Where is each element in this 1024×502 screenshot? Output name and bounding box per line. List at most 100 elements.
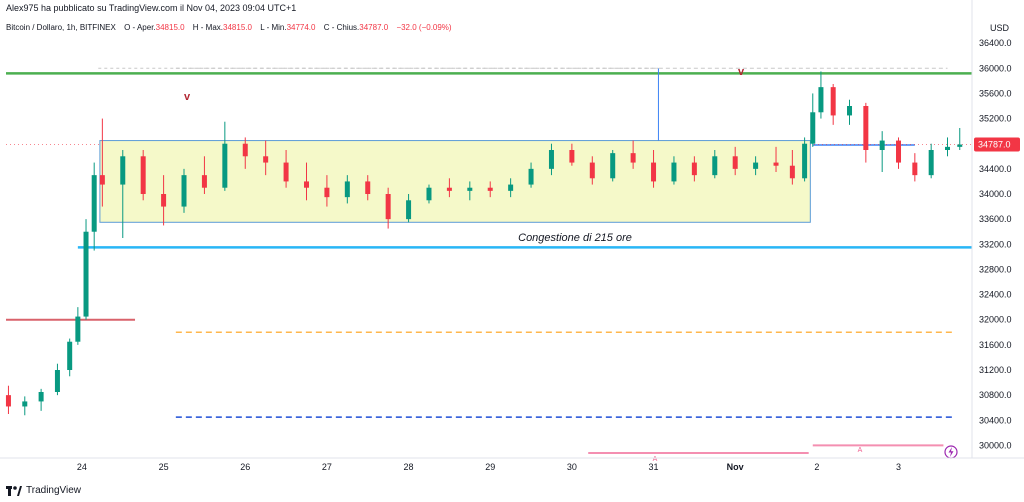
candle-body[interactable] xyxy=(161,194,167,207)
candle-body[interactable] xyxy=(610,153,616,179)
candle-body[interactable] xyxy=(426,187,432,201)
candle-body[interactable] xyxy=(957,144,963,147)
legend-open-value: 34815.0 xyxy=(155,23,185,32)
ohlc-legend: Bitcoin / Dollaro, 1h, BITFINEX O - Aper… xyxy=(6,23,452,32)
legend-symbol[interactable]: Bitcoin / Dollaro, 1h, BITFINEX xyxy=(6,23,116,32)
publisher-header: Alex975 ha pubblicato su TradingView.com… xyxy=(6,3,297,13)
candle-body[interactable] xyxy=(810,112,816,144)
candle-body[interactable] xyxy=(324,187,330,198)
candle-body[interactable] xyxy=(120,156,126,185)
price-tick-label: 35200.0 xyxy=(979,114,1012,124)
price-tick-label: 34400.0 xyxy=(979,164,1012,174)
candle-body[interactable] xyxy=(896,140,902,163)
candle-body[interactable] xyxy=(847,106,853,116)
price-tick-label: 33600.0 xyxy=(979,214,1012,224)
price-tick-label: 32000.0 xyxy=(979,315,1012,325)
legend-low-label: L - Min. xyxy=(260,23,287,32)
price-tick-label: 33200.0 xyxy=(979,239,1012,249)
pivot-high-marker: v xyxy=(184,91,191,103)
candle-body[interactable] xyxy=(54,370,60,392)
price-tick-label: 30400.0 xyxy=(979,415,1012,425)
candle-body[interactable] xyxy=(467,187,473,191)
time-tick-label: 2 xyxy=(814,462,819,472)
candle-body[interactable] xyxy=(789,165,795,179)
footer-brand: TradingView xyxy=(26,485,82,496)
candle-body[interactable] xyxy=(5,395,11,407)
legend-close-label: C - Chius. xyxy=(323,23,360,32)
price-tick-label: 31600.0 xyxy=(979,340,1012,350)
candle-body[interactable] xyxy=(879,140,885,150)
candle-body[interactable] xyxy=(569,150,575,163)
candle-body[interactable] xyxy=(365,181,371,194)
candle-body[interactable] xyxy=(630,153,636,163)
candle-body[interactable] xyxy=(67,341,73,370)
candle-body[interactable] xyxy=(487,187,493,191)
candle-body[interactable] xyxy=(201,175,207,188)
candle-body[interactable] xyxy=(385,194,391,220)
candle-body[interactable] xyxy=(508,184,514,191)
candle-body[interactable] xyxy=(945,146,951,150)
candle-body[interactable] xyxy=(38,392,44,402)
tradingview-logo-icon xyxy=(6,485,22,496)
candle-body[interactable] xyxy=(222,143,228,188)
time-tick-label: Nov xyxy=(727,462,744,472)
price-tick-label: 32800.0 xyxy=(979,264,1012,274)
candle-body[interactable] xyxy=(344,181,350,198)
candle-body[interactable] xyxy=(671,162,677,182)
flash-icon-bolt xyxy=(948,447,954,457)
candle-body[interactable] xyxy=(75,316,81,342)
candle-body[interactable] xyxy=(91,175,97,232)
candle-body[interactable] xyxy=(928,150,934,176)
candle-body[interactable] xyxy=(446,187,452,191)
candle-body[interactable] xyxy=(732,156,738,169)
candle-body[interactable] xyxy=(406,200,412,220)
candle-body[interactable] xyxy=(712,156,718,176)
current-price-tag xyxy=(974,137,1020,152)
time-tick-label: 26 xyxy=(240,462,250,472)
candle-body[interactable] xyxy=(912,162,918,176)
candle-body[interactable] xyxy=(242,143,248,157)
candle-body[interactable] xyxy=(818,87,824,113)
time-tick-label: 3 xyxy=(896,462,901,472)
candle-body[interactable] xyxy=(651,162,657,182)
legend-change-value: −32.0 (−0.09%) xyxy=(396,23,452,32)
price-tick-label: 34000.0 xyxy=(979,189,1012,199)
candle-body[interactable] xyxy=(773,162,779,166)
candle-body[interactable] xyxy=(283,162,289,182)
candle-body[interactable] xyxy=(140,156,146,194)
candle-body[interactable] xyxy=(691,162,697,176)
time-tick-label: 31 xyxy=(649,462,659,472)
candle-body[interactable] xyxy=(303,181,309,188)
pivot-high-marker: v xyxy=(738,66,745,78)
legend-close-value: 34787.0 xyxy=(359,23,389,32)
congestion-range-box[interactable] xyxy=(99,140,811,223)
legend-high-value: 34815.0 xyxy=(223,23,252,32)
time-tick-label: 27 xyxy=(322,462,332,472)
candle-body[interactable] xyxy=(548,150,554,169)
candle-body[interactable] xyxy=(802,143,808,179)
price-tick-label: 36400.0 xyxy=(979,38,1012,48)
price-axis-unit: USD xyxy=(990,23,1010,33)
candle-body[interactable] xyxy=(863,106,869,150)
price-tick-label: 35600.0 xyxy=(979,88,1012,98)
price-tick-label: 31200.0 xyxy=(979,365,1012,375)
candle-body[interactable] xyxy=(589,162,595,179)
alert-marker: A xyxy=(653,456,658,463)
price-tick-label: 30000.0 xyxy=(979,440,1012,450)
price-tick-label: 32400.0 xyxy=(979,290,1012,300)
legend-low-value: 34774.0 xyxy=(286,23,316,32)
current-price-label: 34787.0 xyxy=(978,140,1011,150)
candle-body[interactable] xyxy=(83,231,89,317)
candle-body[interactable] xyxy=(181,175,187,207)
candle-body[interactable] xyxy=(263,156,269,163)
candle-body[interactable] xyxy=(830,87,836,116)
price-tick-label: 36000.0 xyxy=(979,63,1012,73)
candle-body[interactable] xyxy=(528,168,534,185)
legend-high-label: H - Max. xyxy=(192,23,224,32)
candle-body[interactable] xyxy=(753,162,759,169)
tradingview-footer: TradingView xyxy=(6,485,81,496)
candle-body[interactable] xyxy=(22,401,28,407)
candle-body[interactable] xyxy=(99,175,105,185)
time-tick-label: 25 xyxy=(159,462,169,472)
